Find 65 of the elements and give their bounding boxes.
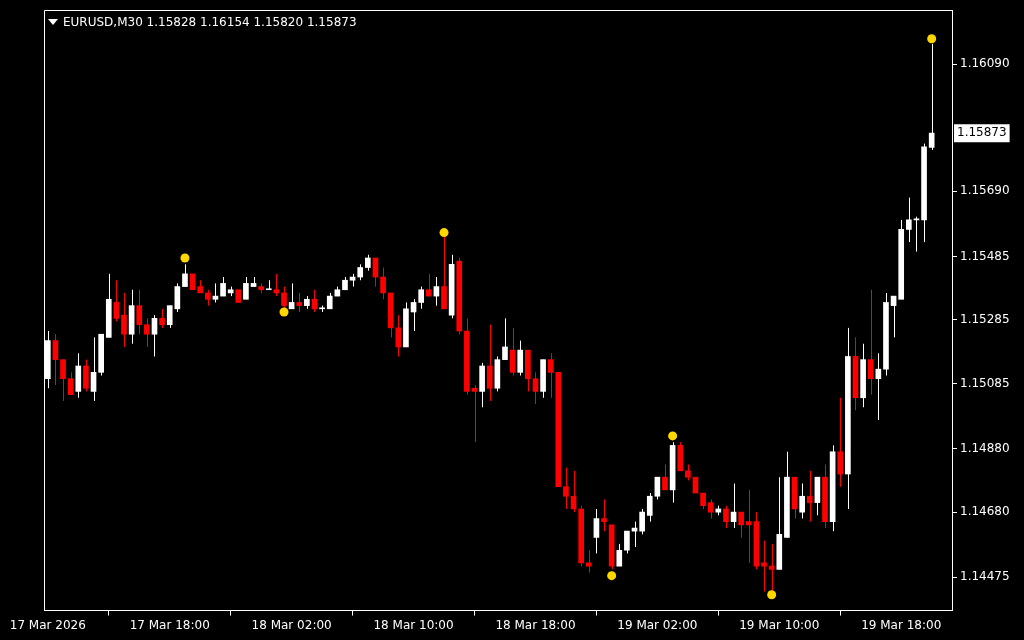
x-tick-label: 19 Mar 02:00 [617,617,698,632]
candlestick [707,498,714,519]
text: 1.15873 [957,125,1007,140]
candlestick [67,371,74,396]
candlestick [144,317,150,348]
candlestick [723,505,729,529]
candlestick [517,340,524,377]
point [180,253,190,263]
candlestick [60,359,66,402]
point [607,571,617,581]
y-tick-label: 1.15085 [960,375,1010,390]
candlestick [502,317,508,361]
x-tick-label: 18 Mar 02:00 [251,617,332,632]
candlestick [159,308,165,329]
y-tick-label: 1.15285 [960,312,1010,327]
x-tick-label: 18 Mar 18:00 [495,617,576,632]
candlestick [83,359,89,392]
candlestick [639,508,645,535]
candlestick [182,263,188,288]
candlestick [380,267,386,300]
candlestick [418,286,424,310]
point [927,34,937,44]
candlestick [121,292,127,348]
candlestick [532,371,539,405]
candlestick [166,305,173,329]
candlestick [243,276,249,300]
candlestick [273,273,280,297]
candlestick [296,292,303,313]
candlestick [212,282,219,303]
x-tick-label: 19 Mar 18:00 [861,617,942,632]
point [668,431,678,441]
point [767,590,777,600]
candlestick [799,483,805,519]
point [439,228,449,238]
candlestick [624,530,630,554]
x-tick-label: 17 Mar 2026 [9,617,86,632]
candlestick [928,43,935,151]
y-tick-label: 1.14680 [960,504,1010,519]
candlestick [136,289,143,335]
y-tick-label: 1.14880 [960,440,1010,455]
candlestick [113,279,120,323]
candlestick [395,314,402,357]
x-tick-label: 18 Mar 10:00 [373,617,454,632]
candlestick [471,384,478,443]
chart-title: EURUSD,M30 1.15828 1.16154 1.15820 1.15873 [63,15,357,30]
candlestick [905,197,912,243]
candlestick [738,511,745,539]
candlestick [662,463,668,491]
candlestick [806,470,813,523]
candlestick [867,289,874,396]
candlestick [631,521,638,548]
candlestick [563,467,569,510]
x-tick-label: 17 Mar 18:00 [129,617,210,632]
x-tick-label: 19 Mar 10:00 [739,617,820,632]
y-tick-label: 1.14475 [960,569,1010,584]
point [279,307,289,317]
y-tick-label: 1.15690 [960,183,1010,198]
candlestick [151,314,158,357]
candlestick [646,492,653,523]
candlestick [486,324,493,402]
y-tick-label: 1.16090 [960,56,1010,71]
candlestick [837,397,844,488]
candlestick [601,498,607,532]
y-tick-label: 1.15485 [960,248,1010,263]
candlestick [745,489,752,564]
